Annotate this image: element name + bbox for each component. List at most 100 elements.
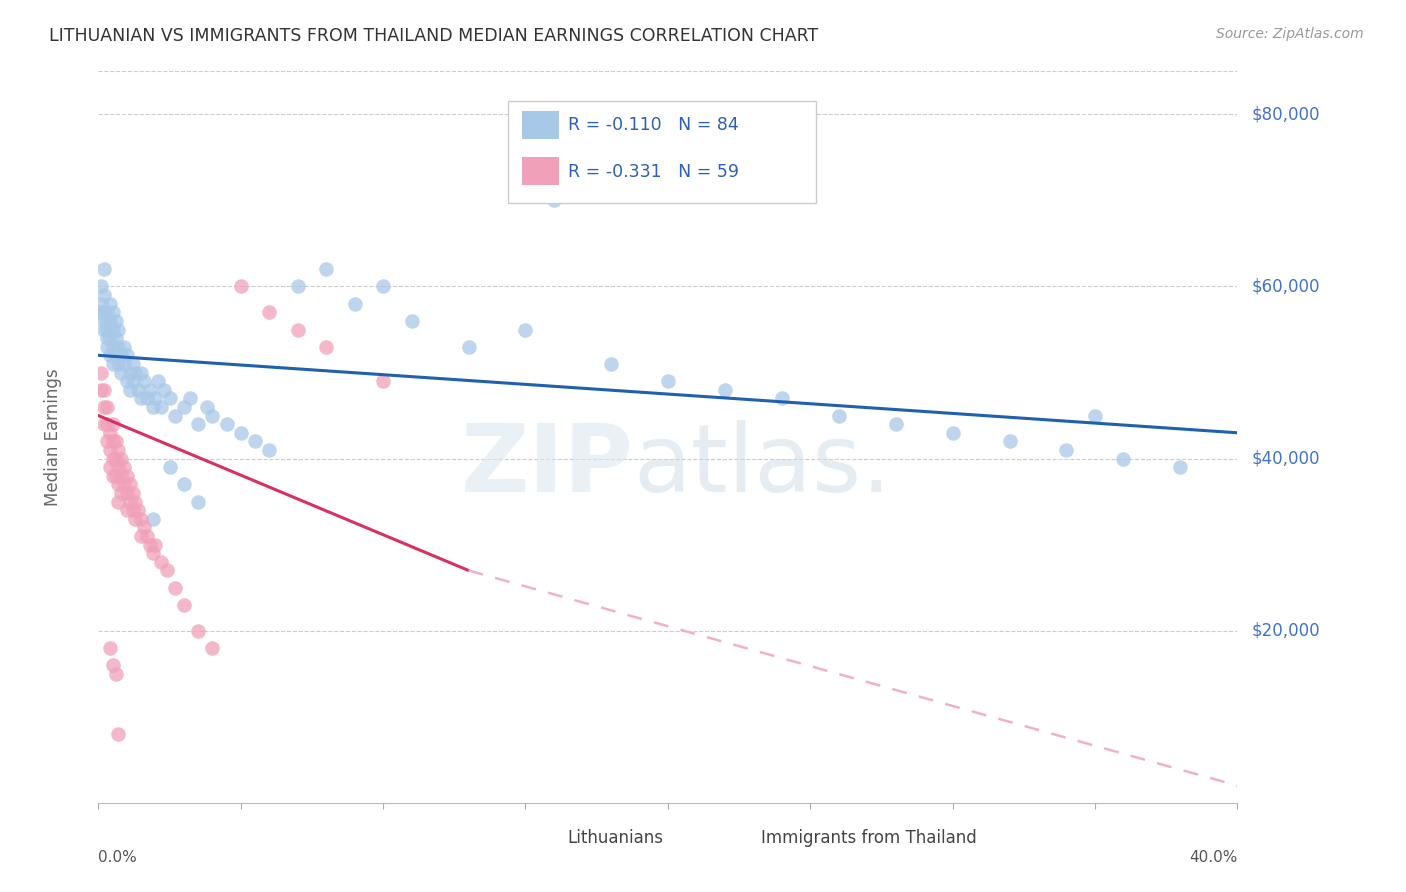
Text: 40.0%: 40.0% <box>1189 850 1237 865</box>
Text: Median Earnings: Median Earnings <box>44 368 62 506</box>
Text: $20,000: $20,000 <box>1251 622 1320 640</box>
Text: Immigrants from Thailand: Immigrants from Thailand <box>761 829 977 847</box>
Point <box>107 494 129 508</box>
Point <box>1056 442 1078 457</box>
Point <box>187 417 209 432</box>
Point <box>129 366 152 380</box>
Text: LITHUANIAN VS IMMIGRANTS FROM THAILAND MEDIAN EARNINGS CORRELATION CHART: LITHUANIAN VS IMMIGRANTS FROM THAILAND M… <box>49 27 818 45</box>
Point <box>101 357 124 371</box>
Point <box>112 340 135 354</box>
Point <box>112 477 135 491</box>
Text: R = -0.331   N = 59: R = -0.331 N = 59 <box>568 162 738 180</box>
Point <box>243 434 266 449</box>
Point <box>315 340 337 354</box>
Point <box>315 262 337 277</box>
Point <box>159 392 181 406</box>
Point <box>457 340 479 354</box>
Point <box>187 624 209 638</box>
Point <box>118 494 141 508</box>
Point <box>543 194 565 208</box>
Point <box>828 409 851 423</box>
Point <box>104 666 127 681</box>
Point <box>96 314 118 328</box>
Point <box>127 383 149 397</box>
Point <box>107 442 129 457</box>
Point <box>173 477 195 491</box>
Point <box>93 314 115 328</box>
Point <box>1170 460 1192 475</box>
Point <box>101 434 124 449</box>
Point <box>112 460 135 475</box>
Point <box>115 486 138 500</box>
Point <box>195 400 218 414</box>
Point <box>138 538 160 552</box>
Point <box>101 451 124 466</box>
Point <box>770 392 793 406</box>
Point <box>343 296 366 310</box>
Point <box>124 494 146 508</box>
Point <box>165 581 187 595</box>
Point <box>101 322 124 336</box>
Point <box>229 279 252 293</box>
Point <box>259 305 281 319</box>
Point <box>179 392 201 406</box>
Point <box>129 529 152 543</box>
Point <box>101 340 124 354</box>
Text: R = -0.110   N = 84: R = -0.110 N = 84 <box>568 116 738 134</box>
Point <box>124 512 146 526</box>
Point <box>118 477 141 491</box>
Point <box>115 374 138 388</box>
Point <box>373 374 395 388</box>
Point <box>287 279 309 293</box>
Point <box>141 512 163 526</box>
Point <box>93 417 115 432</box>
Point <box>229 425 252 440</box>
Point <box>93 305 115 319</box>
Text: $80,000: $80,000 <box>1251 105 1320 123</box>
Point <box>90 279 112 293</box>
Point <box>187 494 209 508</box>
Point <box>121 503 143 517</box>
Point <box>96 340 118 354</box>
Point <box>93 262 115 277</box>
Point <box>141 400 163 414</box>
Point <box>93 400 115 414</box>
Point <box>153 383 176 397</box>
Point <box>118 366 141 380</box>
Point <box>90 296 112 310</box>
FancyBboxPatch shape <box>522 111 558 138</box>
FancyBboxPatch shape <box>531 825 560 850</box>
Point <box>135 392 157 406</box>
Text: Source: ZipAtlas.com: Source: ZipAtlas.com <box>1216 27 1364 41</box>
Text: atlas.: atlas. <box>634 420 891 512</box>
Point <box>104 468 127 483</box>
Point <box>129 512 152 526</box>
Point <box>148 374 170 388</box>
Point <box>121 357 143 371</box>
Point <box>159 460 181 475</box>
Point <box>96 434 118 449</box>
Point <box>150 555 173 569</box>
Point <box>110 468 132 483</box>
Point <box>121 486 143 500</box>
Point <box>201 409 224 423</box>
Point <box>98 296 121 310</box>
Point <box>104 331 127 345</box>
Point <box>215 417 238 432</box>
Point <box>98 331 121 345</box>
Point <box>96 400 118 414</box>
Point <box>110 348 132 362</box>
Point <box>110 486 132 500</box>
Point <box>141 546 163 560</box>
Point <box>110 451 132 466</box>
Point <box>173 598 195 612</box>
Point <box>173 400 195 414</box>
Point <box>96 417 118 432</box>
Point <box>107 340 129 354</box>
Point <box>98 640 121 655</box>
Text: $40,000: $40,000 <box>1251 450 1320 467</box>
Point <box>90 366 112 380</box>
Point <box>165 409 187 423</box>
Point <box>101 305 124 319</box>
Point <box>138 383 160 397</box>
